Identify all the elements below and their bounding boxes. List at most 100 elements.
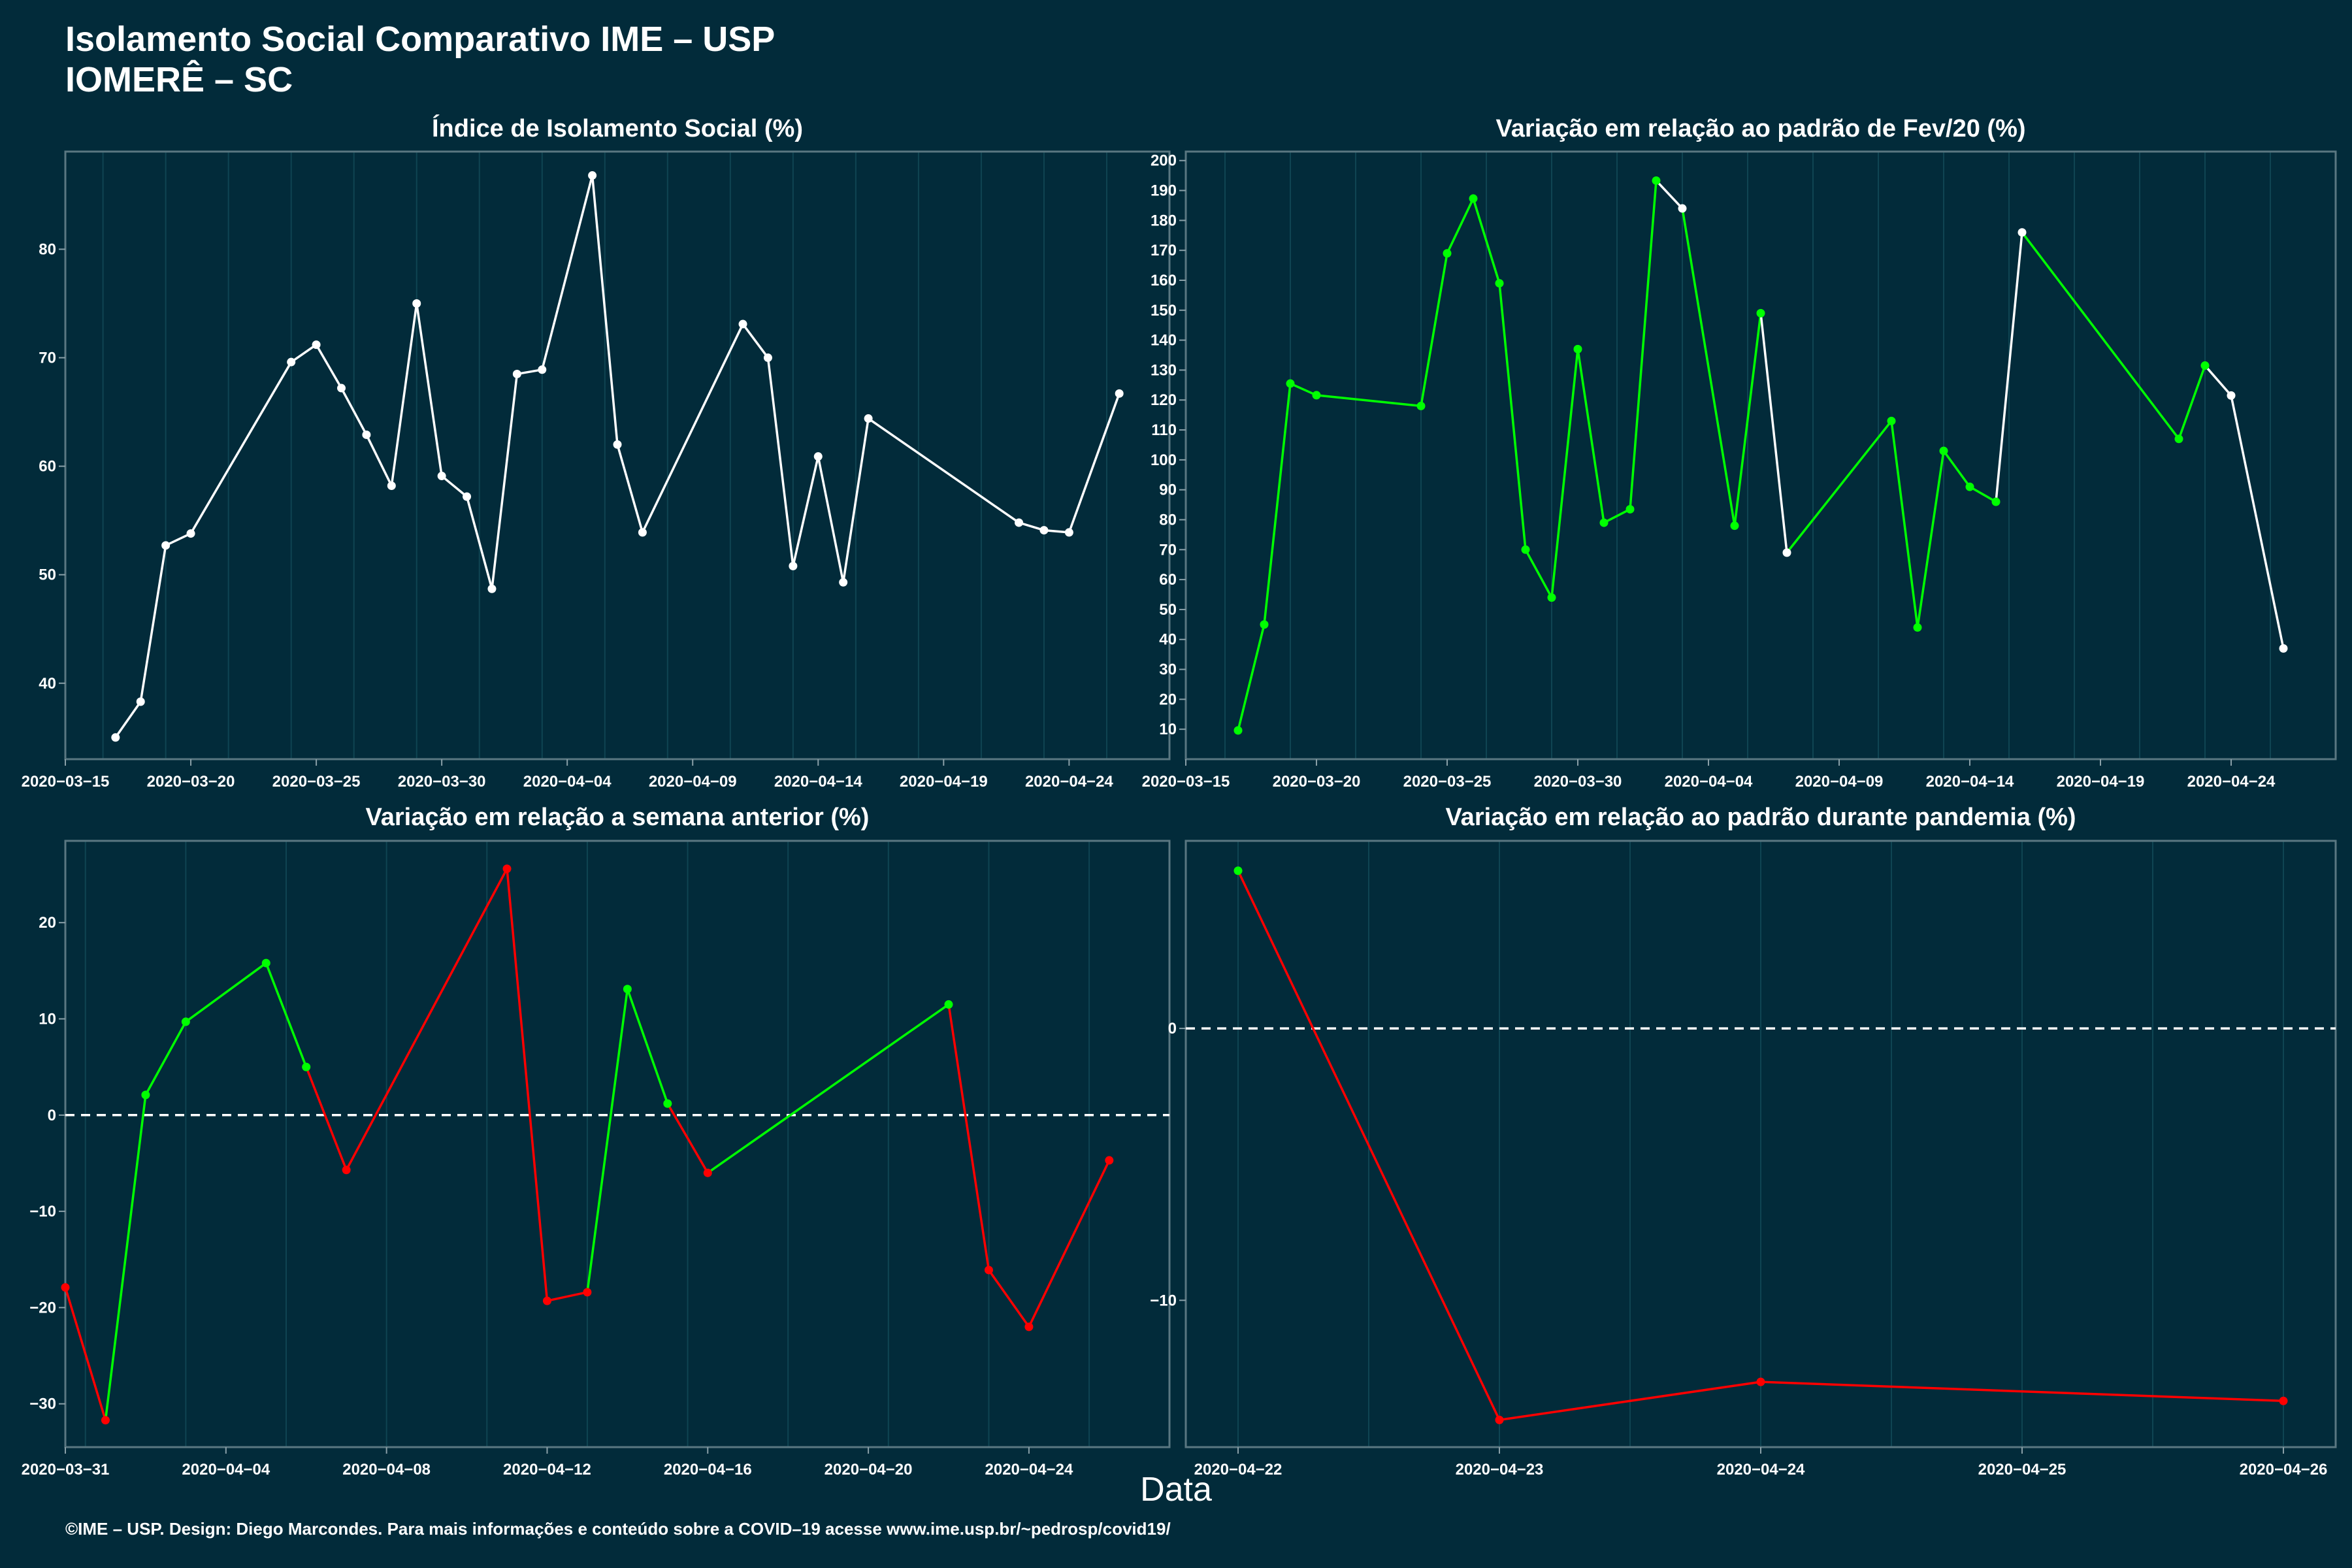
data-point <box>1064 528 1073 537</box>
data-point <box>613 440 622 449</box>
x-tick-label: 2020−04−26 <box>2240 1461 2328 1478</box>
data-point <box>1678 204 1687 213</box>
data-point <box>864 414 873 423</box>
x-tick-label: 2020−04−19 <box>2057 773 2145 791</box>
data-point <box>1495 1415 1504 1424</box>
x-tick-label: 2020−04−20 <box>825 1461 913 1478</box>
panel-title-semana: Variação em relação a semana anterior (%… <box>365 804 870 831</box>
data-point <box>1887 416 1896 425</box>
series-segment <box>1759 312 1788 554</box>
data-point <box>663 1099 672 1108</box>
data-point <box>1024 1322 1034 1331</box>
data-point <box>763 353 772 363</box>
series-segment <box>1916 449 1945 629</box>
data-point <box>1233 726 1243 735</box>
data-point <box>1469 194 1478 203</box>
data-point <box>186 529 195 538</box>
series-segment <box>114 700 142 739</box>
series-segment <box>1017 521 1045 532</box>
data-point <box>1730 521 1739 531</box>
y-tick-label: −10 <box>1150 1292 1177 1309</box>
series-segment <box>947 1003 990 1271</box>
series-segment <box>1237 623 1266 732</box>
data-point <box>2227 391 2236 400</box>
data-point <box>1547 593 1556 602</box>
data-point <box>2279 644 2288 653</box>
data-point <box>703 1168 712 1177</box>
data-point <box>813 452 823 461</box>
series-segment <box>706 1003 950 1174</box>
series-segment <box>340 387 368 436</box>
series-segment <box>304 1066 348 1171</box>
series-segment <box>1028 1159 1111 1328</box>
data-point <box>738 319 747 329</box>
series-segment <box>1446 197 1475 255</box>
x-tick-label: 2020−04−04 <box>523 773 612 791</box>
data-point <box>1756 308 1765 318</box>
y-tick-label: 120 <box>1151 391 1177 409</box>
series-segment <box>1420 252 1448 408</box>
data-point <box>101 1416 110 1425</box>
data-point <box>1625 504 1635 514</box>
panel-title-isolamento: Índice de Isolamento Social (%) <box>431 115 803 142</box>
x-tick-label: 2020−03−30 <box>1534 773 1622 791</box>
y-tick-label: 190 <box>1151 182 1177 200</box>
series-segment <box>1498 1380 1762 1422</box>
panel-title-fev20: Variação em relação ao padrão de Fev/20 … <box>1495 115 2026 142</box>
x-tick-label: 2020−04−09 <box>649 773 737 791</box>
x-tick-label: 2020−04−08 <box>342 1461 431 1478</box>
y-tick-label: 70 <box>39 350 56 367</box>
data-point <box>583 1288 592 1297</box>
data-point <box>2174 434 2183 444</box>
x-tick-label: 2020−04−04 <box>182 1461 270 1478</box>
series-segment <box>1263 382 1292 626</box>
series-segment <box>1498 282 1527 551</box>
series-segment <box>184 962 268 1023</box>
series-segment <box>2178 364 2206 440</box>
data-point <box>437 472 446 481</box>
x-tick-label: 2020−04−14 <box>774 773 862 791</box>
series-segment <box>289 343 318 363</box>
series-segment <box>345 867 508 1171</box>
series-segment <box>1681 207 1736 527</box>
x-axis-label: Data <box>1140 1471 1212 1509</box>
y-tick-label: 150 <box>1151 302 1177 319</box>
x-tick-label: 2020−04−09 <box>1795 773 1884 791</box>
series-segment <box>541 174 594 371</box>
data-point <box>302 1062 311 1071</box>
series-segment <box>1603 508 1631 524</box>
y-tick-label: 40 <box>39 675 56 693</box>
y-tick-label: 10 <box>1159 721 1177 738</box>
data-point <box>623 985 632 994</box>
series-segment <box>766 356 794 568</box>
x-tick-label: 2020−04−16 <box>664 1461 752 1478</box>
data-point <box>1756 1377 1765 1386</box>
data-point <box>287 357 296 367</box>
y-tick-label: 90 <box>1159 482 1177 499</box>
series-segment <box>465 495 493 591</box>
data-point <box>387 482 396 490</box>
series-segment <box>1655 179 1684 210</box>
series-segment <box>1786 419 1893 554</box>
series-segment <box>641 323 744 534</box>
data-point <box>1495 279 1504 288</box>
series-segment <box>546 1291 589 1302</box>
series-segment <box>139 544 167 703</box>
series-segment <box>616 443 644 534</box>
y-tick-label: 100 <box>1151 451 1177 469</box>
data-point <box>1443 249 1452 258</box>
data-point <box>1521 545 1530 554</box>
series-segment <box>1759 1380 2285 1403</box>
x-tick-label: 2020−03−15 <box>22 773 110 791</box>
data-point <box>342 1166 351 1175</box>
data-point <box>362 430 371 439</box>
series-segment <box>1237 870 1501 1422</box>
series-segment <box>1524 548 1553 599</box>
series-segment <box>841 417 870 584</box>
panel-title-pandemia: Variação em relação ao padrão durante pa… <box>1445 804 2076 831</box>
data-point <box>1416 401 1426 410</box>
series-segment <box>506 867 549 1302</box>
y-tick-label: 160 <box>1151 272 1177 289</box>
data-point <box>542 1296 551 1305</box>
data-point <box>984 1266 993 1275</box>
